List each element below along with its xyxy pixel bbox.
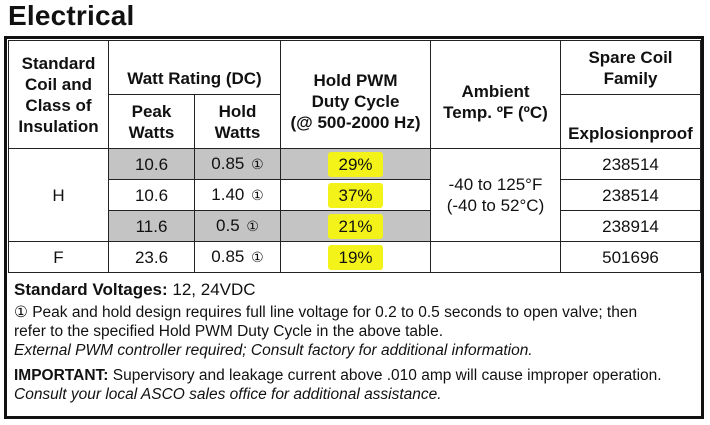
footnote-marker: ① [246, 218, 259, 234]
hold-watts-cell: 1.40 ① [194, 179, 281, 211]
hold-watts-value: 0.85 [211, 154, 245, 173]
consult-note: Consult your local ASCO sales office for… [14, 386, 442, 403]
duty-cycle-cell: 19% [280, 241, 431, 273]
spare-coil-cell: 501696 [560, 241, 701, 273]
footnote-line-1: ① Peak and hold design requires full lin… [14, 304, 638, 321]
header-spare-coil: Spare Coil Family [560, 40, 701, 95]
header-peak-watts: Peak Watts [108, 94, 195, 149]
ambient-range-c: (-40 to 52°C) [446, 196, 545, 215]
header-coil-class-line-2: Coil and [24, 74, 93, 94]
header-hold-pwm-line-1: Hold PWM [313, 71, 398, 90]
duty-cycle-highlight: 21% [328, 213, 383, 239]
page-title: Electrical [8, 0, 135, 31]
header-ambient-line-1: Ambient [461, 81, 530, 101]
header-coil-class-line-3: Class of [25, 95, 92, 115]
duty-cycle-cell: 37% [280, 179, 431, 211]
header-peak-watts-line-1: Peak [131, 101, 172, 121]
duty-cycle-highlight: 37% [328, 182, 383, 208]
header-spare-coil-line-1: Spare Coil [588, 47, 673, 67]
important-label: IMPORTANT: [14, 367, 109, 384]
hold-watts-cell: 0.85 ① [194, 148, 281, 180]
header-hold-watts: Hold Watts [194, 94, 281, 149]
important-line: IMPORTANT: Supervisory and leakage curre… [14, 366, 694, 385]
standard-voltages-value: 12, 24VDC [167, 280, 256, 299]
ambient-empty-cell [430, 241, 561, 273]
header-ambient-line-2: Temp. ºF (ºC) [443, 102, 548, 122]
spare-coil-cell: 238514 [560, 148, 701, 180]
hold-watts-value: 0.5 [216, 216, 240, 235]
ambient-range-f: -40 to 125°F [448, 175, 543, 194]
class-f-cell: F [8, 241, 109, 273]
notes-section: Standard Voltages: 12, 24VDC ① Peak and … [14, 280, 694, 404]
duty-cycle-highlight: 19% [328, 244, 383, 270]
important-text: Supervisory and leakage current above .0… [108, 367, 662, 384]
header-watt-rating: Watt Rating (DC) [108, 40, 281, 95]
spare-coil-cell: 238514 [560, 179, 701, 211]
peak-watts-cell: 23.6 [108, 241, 195, 273]
class-h-cell: H [8, 148, 109, 242]
electrical-spec-table: Standard Coil and Class of Insulation Wa… [8, 40, 701, 273]
header-hold-watts-line-1: Hold [218, 101, 257, 121]
header-explosionproof: Explosionproof [560, 94, 701, 149]
header-coil-class: Standard Coil and Class of Insulation [8, 40, 109, 149]
header-coil-class-line-4: Insulation [18, 116, 99, 136]
duty-cycle-cell: 21% [280, 210, 431, 242]
hold-watts-cell: 0.85 ① [194, 241, 281, 273]
peak-watts-cell: 11.6 [108, 210, 195, 242]
standard-voltages-label: Standard Voltages: [14, 280, 168, 299]
table-row: H 10.6 0.85 ① 29% -40 to 125°F (-40 to 5… [8, 148, 701, 242]
table-row: 10.6 1.40 ① 37% 238514 [9, 179, 701, 211]
footnote-line-2: refer to the specified Hold PWM Duty Cyc… [14, 323, 444, 340]
spare-coil-cell: 238914 [560, 210, 701, 242]
ambient-range-cell: -40 to 125°F (-40 to 52°C) [430, 148, 561, 242]
table-row: F 23.6 0.85 ① 19% 501696 [8, 241, 701, 273]
header-hold-pwm: Hold PWM Duty Cycle (@ 500-2000 Hz) [280, 40, 431, 149]
peak-watts-cell: 10.6 [108, 179, 195, 211]
duty-cycle-cell: 29% [280, 148, 431, 180]
hold-watts-value: 0.85 [211, 247, 245, 266]
footnote-marker: ① [251, 156, 264, 172]
header-hold-pwm-line-3: (@ 500-2000 Hz) [290, 113, 421, 132]
external-pwm-note: External PWM controller required; Consul… [14, 342, 533, 359]
header-ambient: Ambient Temp. ºF (ºC) [430, 40, 561, 149]
table-row: 11.6 0.5 ① 21% 238914 [9, 210, 701, 242]
header-hold-pwm-line-2: Duty Cycle [311, 92, 400, 111]
hold-watts-cell: 0.5 ① [194, 210, 281, 242]
section-frame [4, 36, 704, 419]
footnote-marker: ① [251, 187, 264, 203]
duty-cycle-highlight: 29% [328, 151, 383, 177]
hold-watts-value: 1.40 [211, 185, 245, 204]
footnote-marker: ① [251, 249, 264, 265]
header-peak-watts-line-2: Watts [128, 122, 175, 142]
header-hold-watts-line-2: Watts [214, 122, 261, 142]
peak-watts-cell: 10.6 [108, 148, 195, 180]
standard-voltages-line: Standard Voltages: 12, 24VDC [14, 280, 694, 299]
header-spare-coil-line-2: Family [603, 68, 658, 88]
header-coil-class-line-1: Standard [21, 53, 96, 73]
